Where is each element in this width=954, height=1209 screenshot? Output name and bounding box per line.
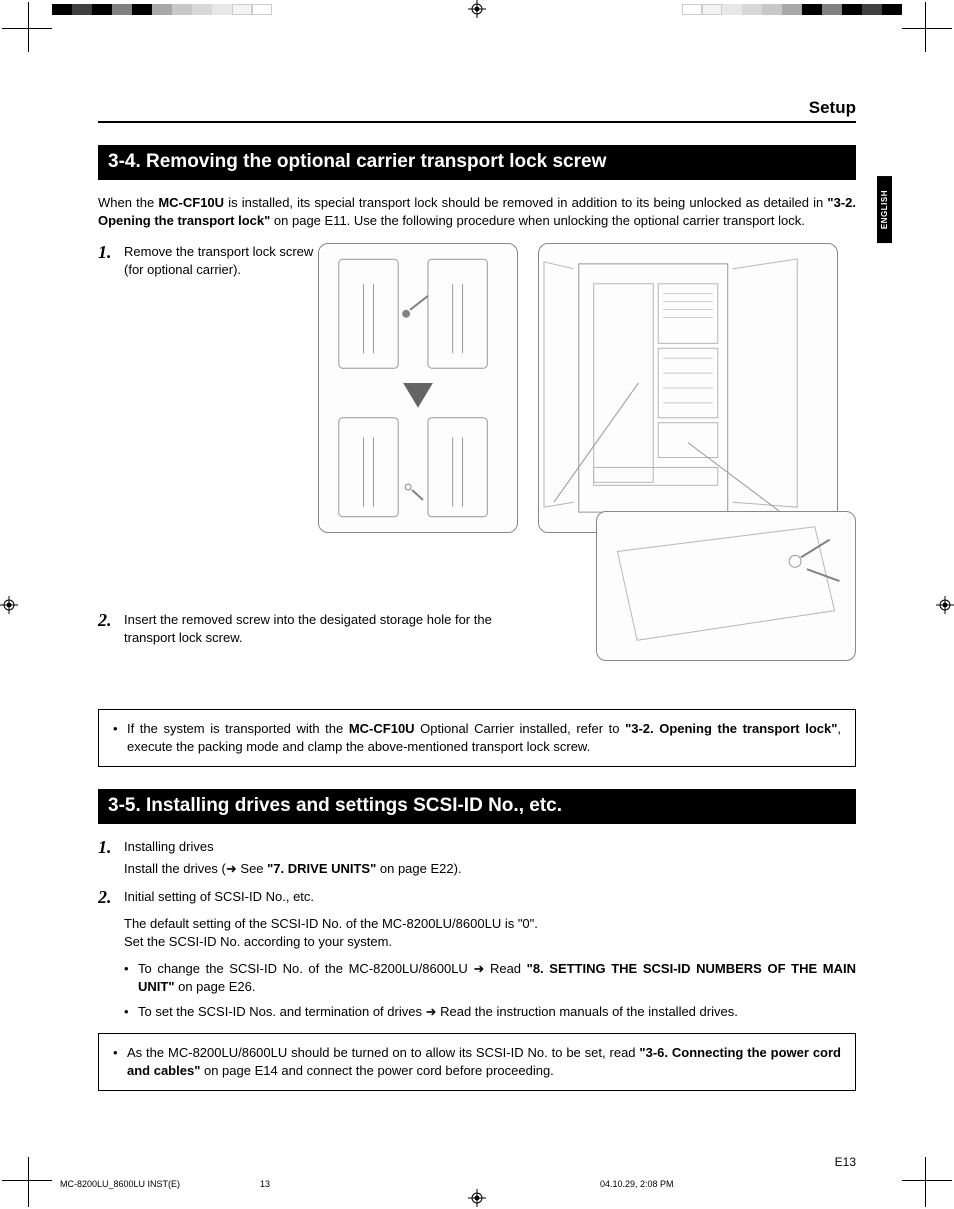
crop-mark [902,1180,952,1181]
figure-storage-panel [596,511,856,661]
page: Setup ENGLISH 3-4. Removing the optional… [0,0,954,1209]
registration-mark-icon [936,596,954,614]
crop-mark [28,2,29,52]
printer-bar-top-right [682,4,902,15]
step-body: Installing drives Install the drives (➜ … [124,838,856,877]
crop-mark [902,28,952,29]
text: When the [98,195,158,210]
page-number: E13 [835,1155,856,1169]
sub-bullet-2: • To set the SCSI-ID Nos. and terminatio… [124,1003,856,1021]
note-box-34: • If the system is transported with the … [98,709,856,767]
text: Optional Carrier installed, refer to [415,721,625,736]
section-34-intro: When the MC-CF10U is installed, its spec… [98,194,856,229]
figure-device-front [538,243,838,533]
text: See [237,861,267,876]
text: To set the SCSI-ID Nos. and termination … [138,1004,426,1019]
text: on page E14 and connect the power cord b… [200,1063,553,1078]
section-34-step1-row: 1. Remove the transport lock screw (for … [98,243,856,551]
step-line: Initial setting of SCSI-ID No., etc. [124,888,856,906]
text: To change the SCSI-ID No. of the MC-8200… [138,961,473,976]
step-para: The default setting of the SCSI-ID No. o… [124,915,856,950]
arrow-icon: ➜ [226,861,237,876]
registration-mark-icon [468,1189,486,1207]
footer-doc: MC-8200LU_8600LU INST(E) [60,1179,260,1189]
step-2: 2. Insert the removed screw into the des… [98,611,528,646]
step-number: 1. [98,838,124,858]
bullet-icon: • [113,720,127,756]
section-34-step2-row: 2. Insert the removed screw into the des… [98,551,856,691]
text: The default setting of the SCSI-ID No. o… [124,915,856,933]
bullet-icon: • [124,960,138,995]
step-number: 1. [98,243,124,263]
footer-meta: MC-8200LU_8600LU INST(E) 13 04.10.29, 2:… [60,1179,894,1189]
footer-date: 04.10.29, 2:08 PM [520,1179,894,1189]
figure-bracket-before-after [318,243,518,533]
text-bold: MC-CF10U [349,721,415,736]
footer-page: 13 [260,1179,520,1189]
step-text: Remove the transport lock screw (for opt… [124,243,318,278]
step-line: Installing drives [124,838,856,856]
step-1: 1. Remove the transport lock screw (for … [98,243,318,278]
bullet-icon: • [113,1044,127,1080]
step-text: Insert the removed screw into the desiga… [124,611,528,646]
step-body: Initial setting of SCSI-ID No., etc. The… [124,888,856,951]
note-text: As the MC-8200LU/8600LU should be turned… [127,1044,841,1080]
sub-bullet-1: • To change the SCSI-ID No. of the MC-82… [124,960,856,995]
crop-mark [28,1157,29,1207]
text: Read the instruction manuals of the inst… [436,1004,737,1019]
text: on page E26. [175,979,256,994]
crop-mark [925,1157,926,1207]
text: Read [484,961,526,976]
printer-bar-top-left [52,4,272,15]
step-line: Install the drives (➜ See "7. DRIVE UNIT… [124,860,856,878]
text: Install the drives ( [124,861,226,876]
text: is installed, its special transport lock… [224,195,827,210]
content-area: Setup ENGLISH 3-4. Removing the optional… [98,98,856,1169]
section-heading-3-5: 3-5. Installing drives and settings SCSI… [98,789,856,824]
step-number: 2. [98,888,124,908]
registration-mark-icon [0,596,18,614]
page-header: Setup [98,98,856,123]
text: If the system is transported with the [127,721,349,736]
language-tab: ENGLISH [877,176,892,243]
text-bold: "7. DRIVE UNITS" [267,861,376,876]
bullet-icon: • [124,1003,138,1021]
arrow-icon: ➜ [426,1004,437,1019]
text: Set the SCSI-ID No. according to your sy… [124,933,856,951]
text: on page E11. Use the following procedure… [270,213,805,228]
section-heading-3-4: 3-4. Removing the optional carrier trans… [98,145,856,180]
text: As the MC-8200LU/8600LU should be turned… [127,1045,639,1060]
crop-mark [2,28,52,29]
crop-mark [2,1180,52,1181]
bullet-text: To change the SCSI-ID No. of the MC-8200… [138,960,856,995]
text: on page E22). [376,861,461,876]
registration-mark-icon [468,0,486,18]
crop-mark [925,2,926,52]
note-text: If the system is transported with the MC… [127,720,841,756]
figure-area-1 [318,243,856,543]
section-35-step-2: 2. Initial setting of SCSI-ID No., etc. … [98,888,856,951]
note-box-35: • As the MC-8200LU/8600LU should be turn… [98,1033,856,1091]
text-bold: "3-2. Opening the transport lock" [625,721,837,736]
arrow-icon: ➜ [473,961,484,976]
text-bold: MC-CF10U [158,195,224,210]
bullet-text: To set the SCSI-ID Nos. and termination … [138,1003,856,1021]
section-35-step-1: 1. Installing drives Install the drives … [98,838,856,877]
step-number: 2. [98,611,124,631]
